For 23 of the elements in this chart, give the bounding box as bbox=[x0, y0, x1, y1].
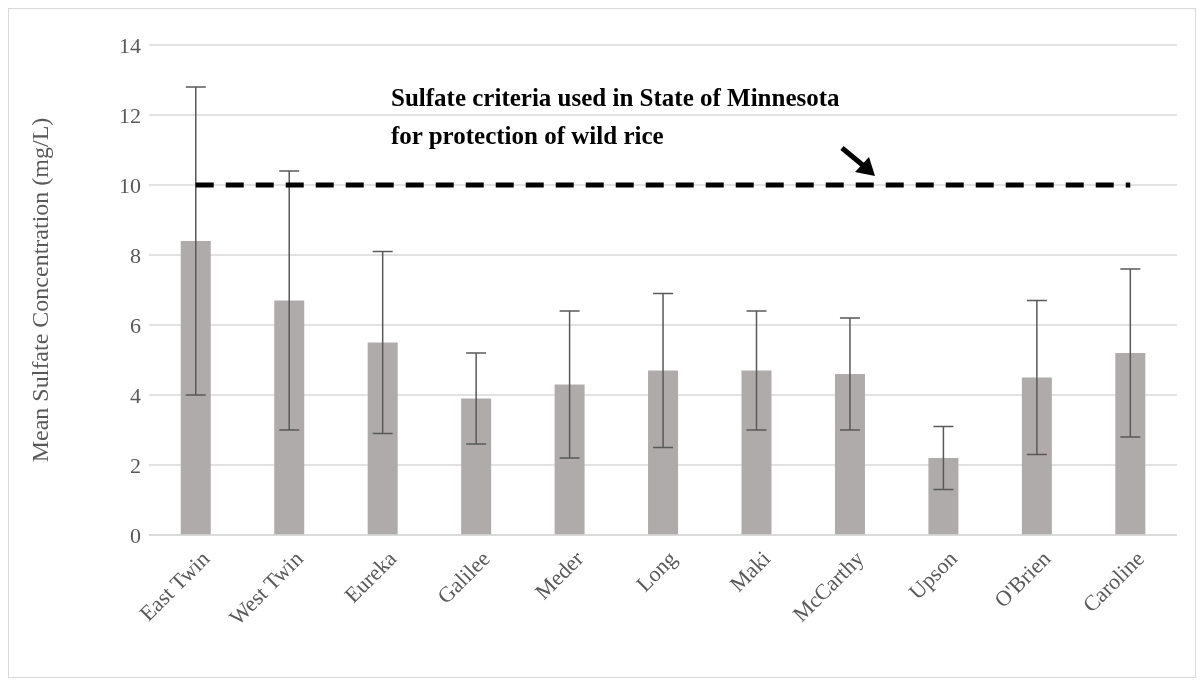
x-tick-label: West Twin bbox=[224, 545, 308, 630]
y-tick-label: 14 bbox=[119, 32, 141, 58]
bar bbox=[461, 398, 492, 535]
bar bbox=[741, 370, 772, 535]
y-tick-label: 8 bbox=[130, 242, 141, 268]
x-tick-label: East Twin bbox=[134, 545, 215, 626]
y-tick-label: 4 bbox=[130, 382, 141, 408]
bar bbox=[274, 300, 305, 535]
bar bbox=[367, 342, 398, 535]
y-tick-label: 10 bbox=[119, 172, 141, 198]
bar bbox=[928, 458, 959, 535]
bar bbox=[180, 241, 211, 535]
ref-line-label: Sulfate criteria used in State of Minnesota for protection of wild rice bbox=[391, 83, 841, 151]
bar bbox=[554, 384, 585, 535]
y-tick-label: 6 bbox=[130, 312, 141, 338]
y-tick-label: 2 bbox=[130, 452, 141, 478]
bar bbox=[648, 370, 679, 535]
y-tick-label: 0 bbox=[130, 522, 141, 548]
bar bbox=[1021, 377, 1052, 535]
bar bbox=[834, 374, 865, 535]
y-tick-label: 12 bbox=[119, 102, 141, 128]
bar bbox=[1115, 353, 1146, 535]
y-axis-title: Mean Sulfate Concentration (mg/L) bbox=[26, 117, 53, 463]
